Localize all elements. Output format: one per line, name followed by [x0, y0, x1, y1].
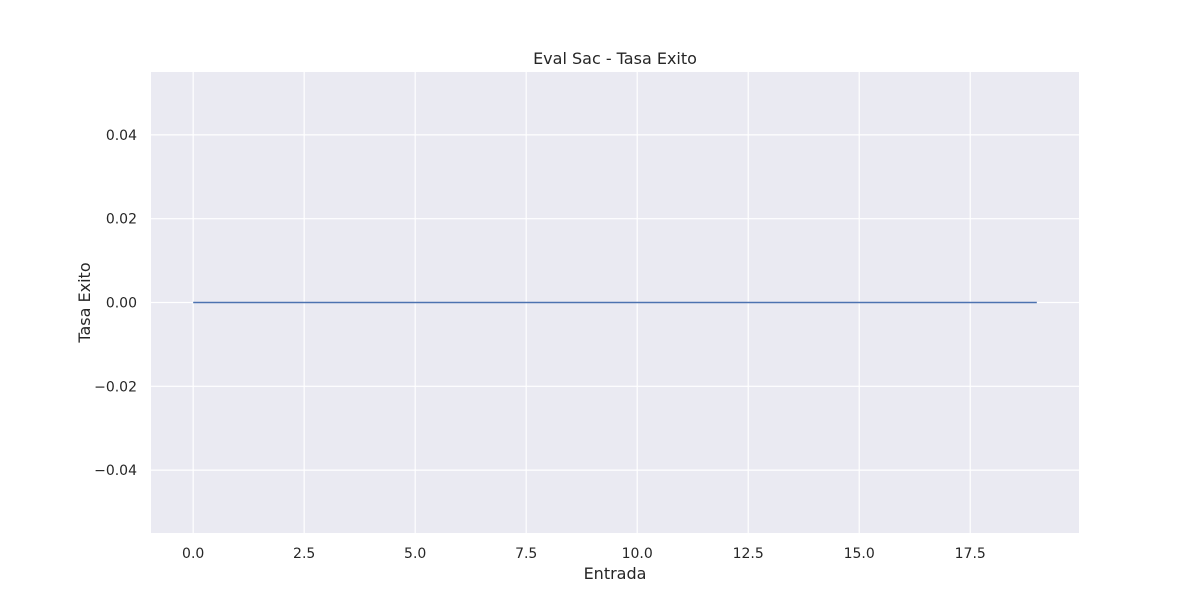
- y-tick-label: −0.04: [94, 463, 137, 479]
- y-tick-label: 0.04: [106, 128, 137, 144]
- y-tick-label: 0.00: [106, 296, 137, 312]
- x-tick-label: 12.5: [733, 546, 764, 562]
- y-axis-ticks: 0.04 0.02 0.00 −0.02 −0.04: [94, 128, 137, 479]
- x-tick-label: 17.5: [955, 546, 986, 562]
- chart-title: Eval Sac - Tasa Exito: [533, 49, 697, 68]
- x-tick-label: 5.0: [404, 546, 426, 562]
- x-tick-label: 2.5: [293, 546, 315, 562]
- x-axis-label: Entrada: [584, 564, 647, 583]
- y-axis-label: Tasa Exito: [75, 262, 94, 343]
- x-tick-label: 15.0: [844, 546, 875, 562]
- y-tick-label: 0.02: [106, 212, 137, 228]
- x-tick-label: 0.0: [182, 546, 204, 562]
- x-tick-label: 10.0: [622, 546, 653, 562]
- x-tick-label: 7.5: [515, 546, 537, 562]
- x-axis-ticks: 0.0 2.5 5.0 7.5 10.0 12.5 15.0 17.5: [182, 546, 986, 562]
- y-tick-label: −0.02: [94, 379, 137, 395]
